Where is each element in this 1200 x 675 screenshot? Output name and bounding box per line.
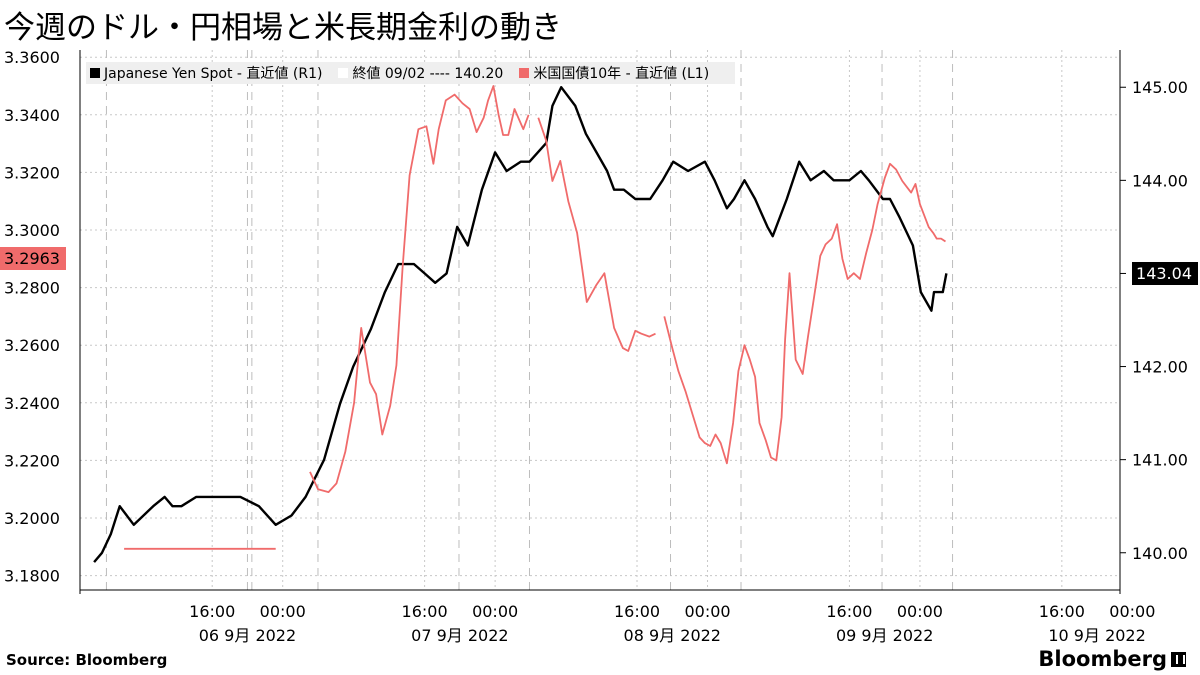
- right-tick-label: 145.00: [1132, 78, 1188, 97]
- right-tick-label: 144.00: [1132, 171, 1188, 190]
- source-note: Source: Bloomberg: [6, 651, 168, 669]
- legend-item-yield: 米国国債10年 - 直近値 (L1): [519, 63, 709, 83]
- series-line-yield-segment: [663, 162, 946, 465]
- series-line-yen: [93, 85, 948, 563]
- left-tick-label: 3.1800: [4, 567, 60, 586]
- legend-swatch-yield: [519, 68, 530, 78]
- x-time-label: 16:00: [189, 602, 235, 621]
- bloomberg-logo-icon: [1171, 651, 1186, 667]
- legend-swatch-yen: [90, 68, 100, 78]
- legend: Japanese Yen Spot - 直近値 (R1) 終値 09/02 --…: [86, 62, 736, 84]
- left-tick-label: 3.2000: [4, 509, 60, 528]
- left-tick-label: 3.2600: [4, 336, 60, 355]
- last-value-tag-yield: 3.2963: [0, 247, 66, 270]
- left-tick-label: 3.3600: [4, 48, 60, 67]
- x-time-label: 00:00: [897, 602, 943, 621]
- x-time-label: 00:00: [472, 602, 518, 621]
- legend-label-yield: 米国国債10年 - 直近値 (L1): [533, 66, 710, 82]
- x-time-label: 16:00: [402, 602, 448, 621]
- x-date-label: 08 9月 2022: [624, 626, 721, 645]
- left-tick-label: 3.3200: [4, 163, 60, 182]
- x-time-label: 00:00: [1109, 602, 1155, 621]
- x-time-label: 16:00: [614, 602, 660, 621]
- left-tick-label: 3.3000: [4, 221, 60, 240]
- x-time-label: 00:00: [260, 602, 306, 621]
- x-date-label: 07 9月 2022: [411, 626, 508, 645]
- right-tick-label: 142.00: [1132, 358, 1188, 377]
- x-time-label: 00:00: [684, 602, 730, 621]
- left-tick-label: 3.2200: [4, 451, 60, 470]
- last-value-tag-yen: 143.04: [1132, 262, 1198, 285]
- legend-item-yen: Japanese Yen Spot - 直近値 (R1): [90, 63, 322, 83]
- series-layer: [93, 85, 948, 563]
- chart-title: 今週のドル・円相場と米長期金利の動き: [4, 10, 562, 46]
- legend-label-yen: Japanese Yen Spot - 直近値 (R1): [104, 66, 323, 82]
- series-line-yield-segment: [309, 85, 530, 494]
- x-time-label: 16:00: [826, 602, 872, 621]
- axes: [79, 50, 1126, 594]
- tick-labels: 3.3600 3.3400 3.3200 3.3000 3.2800 3.2600 3.24…: [4, 48, 1188, 645]
- x-date-label: 06 9月 2022: [199, 626, 296, 645]
- brand-name: Bloomberg: [1038, 647, 1167, 671]
- right-tick-label: 141.00: [1132, 451, 1188, 470]
- right-tick-label: 140.00: [1132, 544, 1188, 563]
- legend-label-close: 終値 09/02 ---- 140.20: [352, 66, 504, 82]
- x-time-label: 16:00: [1039, 602, 1085, 621]
- left-tick-label: 3.2400: [4, 394, 60, 413]
- legend-item-close: 終値 09/02 ---- 140.20: [338, 63, 503, 83]
- left-tick-label: 3.2800: [4, 279, 60, 298]
- left-tick-label: 3.3400: [4, 106, 60, 125]
- grid: [80, 50, 1120, 590]
- brand-logo: Bloomberg: [1038, 647, 1186, 671]
- x-date-label: 09 9月 2022: [836, 626, 933, 645]
- legend-swatch-close: [338, 68, 349, 78]
- series-line-yield-segment: [537, 117, 656, 352]
- x-date-label: 10 9月 2022: [1048, 626, 1145, 645]
